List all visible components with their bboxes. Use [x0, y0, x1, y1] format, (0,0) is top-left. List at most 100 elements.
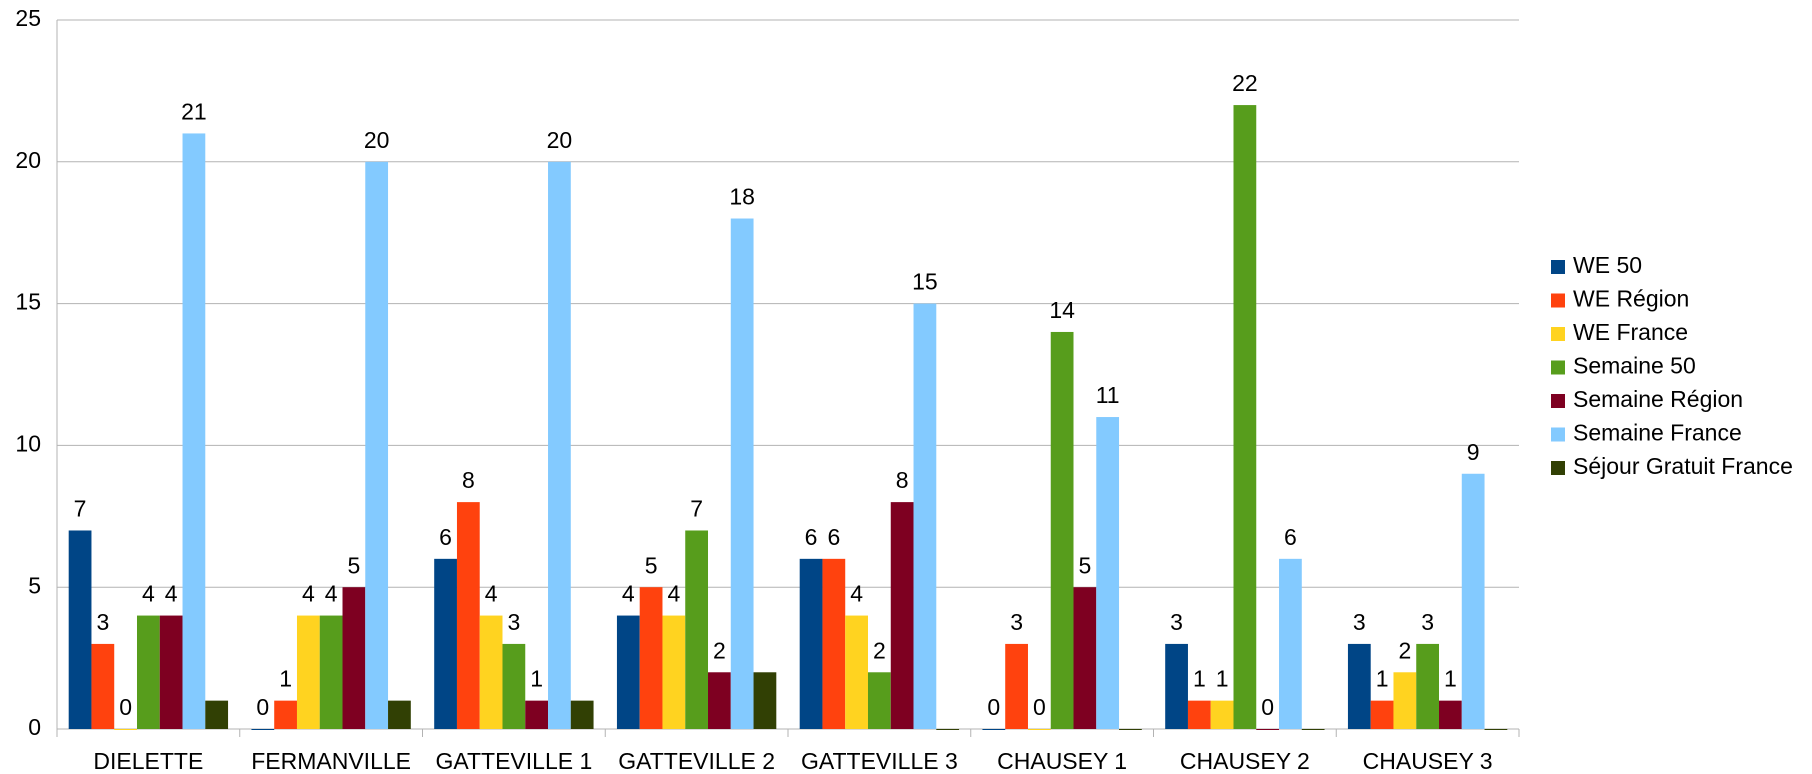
data-label: 5 [347, 552, 360, 578]
data-label: 20 [364, 127, 390, 153]
bar [502, 643, 526, 729]
data-label: 7 [74, 496, 87, 522]
bar [365, 161, 389, 730]
x-tick-label: GATTEVILLE 1 [435, 748, 592, 774]
data-label: 5 [1078, 552, 1091, 578]
y-tick-label: 25 [15, 5, 41, 31]
bar [1416, 643, 1440, 729]
data-label: 2 [873, 637, 886, 663]
x-tick-label: CHAUSEY 2 [1180, 748, 1310, 774]
bar [1050, 331, 1074, 729]
bar [1096, 417, 1120, 729]
bar [1461, 473, 1485, 729]
bar [1119, 729, 1142, 730]
data-label: 6 [1284, 524, 1297, 550]
bar [1370, 700, 1394, 729]
y-tick-label: 0 [28, 714, 41, 740]
bar [1301, 729, 1325, 730]
data-label: 3 [507, 609, 520, 635]
bar [548, 161, 571, 730]
bar [114, 729, 137, 730]
bar [1027, 729, 1051, 730]
bar [1210, 700, 1234, 729]
data-label: 2 [713, 637, 726, 663]
bar [319, 615, 343, 729]
bar [251, 729, 275, 730]
data-label: 20 [547, 127, 573, 153]
bar [730, 218, 754, 729]
bar [867, 672, 891, 729]
data-label: 1 [1444, 666, 1457, 692]
y-tick-label: 15 [15, 289, 41, 315]
bar [822, 558, 846, 729]
data-label: 2 [1398, 637, 1411, 663]
bar [1439, 700, 1462, 729]
data-label: 14 [1049, 297, 1075, 323]
data-label: 7 [690, 496, 703, 522]
legend-swatch [1551, 327, 1565, 341]
bar [68, 530, 92, 729]
legend-label: Semaine France [1573, 420, 1742, 446]
data-label: 9 [1467, 439, 1480, 465]
data-label: 4 [302, 581, 315, 607]
bar [1393, 672, 1417, 729]
bar [456, 502, 480, 729]
bar [685, 530, 709, 729]
bar [274, 700, 297, 729]
legend-label: WE France [1573, 319, 1688, 345]
data-label: 0 [987, 694, 1000, 720]
data-label: 6 [827, 524, 840, 550]
bar [845, 615, 868, 729]
x-tick-label: DIELETTE [93, 748, 203, 774]
data-label: 3 [1010, 609, 1023, 635]
bar [434, 558, 457, 729]
x-tick-label: CHAUSEY 3 [1363, 748, 1493, 774]
bar [91, 643, 115, 729]
bar [662, 615, 686, 729]
bar [570, 700, 594, 729]
bar [753, 672, 777, 729]
data-label: 6 [805, 524, 818, 550]
y-tick-label: 20 [15, 147, 41, 173]
bar [525, 700, 549, 729]
data-label: 3 [1353, 609, 1366, 635]
data-label: 15 [912, 269, 938, 295]
legend-label: WE 50 [1573, 252, 1642, 278]
y-tick-label: 10 [15, 430, 41, 456]
data-label: 4 [485, 581, 498, 607]
data-label: 8 [462, 467, 475, 493]
data-label: 11 [1096, 382, 1120, 408]
legend-swatch [1551, 461, 1565, 475]
data-label: 4 [667, 581, 680, 607]
bar [616, 615, 640, 729]
bar [890, 502, 914, 729]
data-label: 0 [1261, 694, 1274, 720]
bar [982, 729, 1006, 730]
bar [388, 700, 411, 729]
legend-swatch [1551, 293, 1565, 308]
legend-swatch [1551, 427, 1565, 442]
bar [1233, 105, 1257, 729]
bar [159, 615, 183, 729]
data-label: 1 [1216, 666, 1229, 692]
y-tick-label: 5 [28, 572, 41, 598]
legend-swatch [1551, 260, 1565, 274]
x-tick-label: GATTEVILLE 3 [801, 748, 958, 774]
bar [182, 133, 206, 729]
data-label: 4 [325, 581, 338, 607]
bar [639, 587, 663, 729]
data-label: 1 [530, 666, 543, 692]
legend-label: Semaine 50 [1573, 353, 1696, 379]
x-tick-label: GATTEVILLE 2 [618, 748, 775, 774]
data-label: 5 [645, 552, 658, 578]
data-label: 0 [256, 694, 269, 720]
legend-swatch [1551, 360, 1565, 375]
legend-label: WE Région [1573, 286, 1689, 312]
bar [136, 615, 160, 729]
bar [1187, 700, 1211, 729]
x-tick-label: FERMANVILLE [251, 748, 411, 774]
bar [1165, 643, 1188, 729]
data-label: 4 [622, 581, 635, 607]
